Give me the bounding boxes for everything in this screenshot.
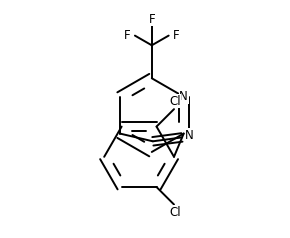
Text: F: F xyxy=(173,29,180,42)
Text: F: F xyxy=(148,13,155,26)
Text: F: F xyxy=(124,29,130,42)
Text: Cl: Cl xyxy=(169,95,181,108)
Text: N: N xyxy=(179,90,188,103)
Text: N: N xyxy=(185,129,194,142)
Text: Cl: Cl xyxy=(169,206,181,219)
